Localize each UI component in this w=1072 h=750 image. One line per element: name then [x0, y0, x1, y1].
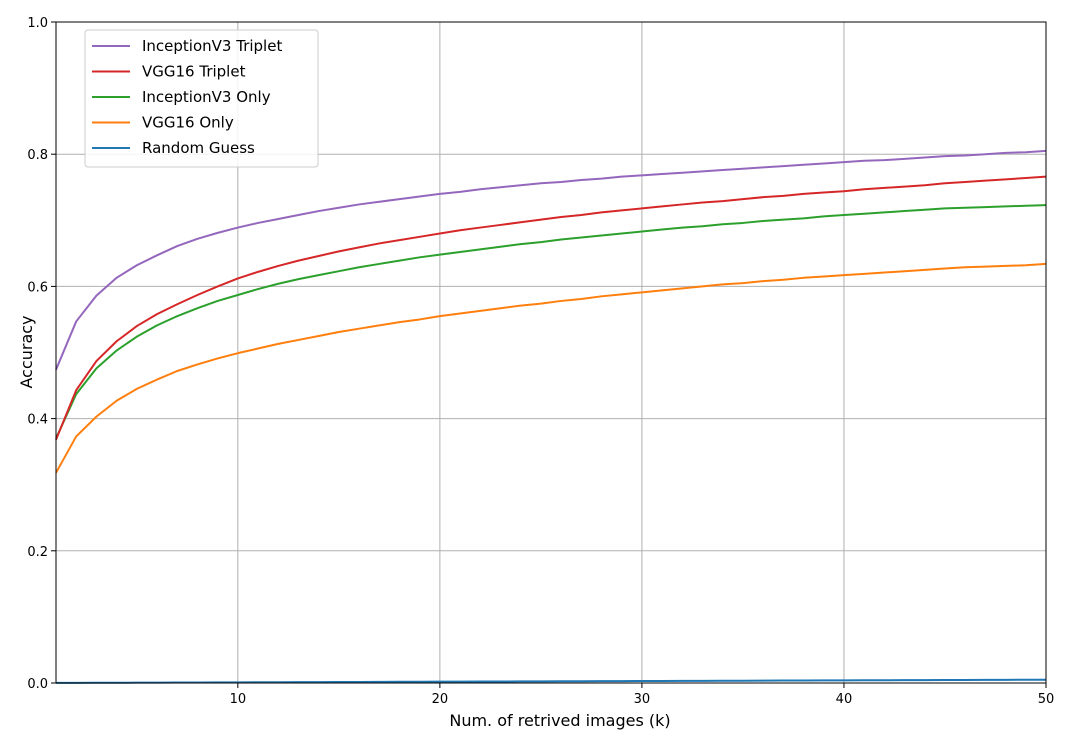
series-line-1: [55, 175, 1047, 441]
y-tick-label: 0.4: [27, 413, 48, 428]
series-lines: [55, 149, 1047, 684]
legend-label-3: VGG16 Only: [142, 114, 234, 132]
series-line-0: [55, 149, 1047, 371]
y-tick-label: 0.6: [27, 280, 48, 295]
x-tick-label: 40: [836, 692, 853, 707]
legend-label-2: InceptionV3 Only: [142, 88, 271, 106]
y-tick-label: 1.0: [27, 16, 48, 31]
x-tick-label: 30: [634, 692, 651, 707]
legend-label-1: VGG16 Triplet: [142, 63, 246, 81]
y-tick-label: 0.2: [27, 545, 48, 560]
plot-frame: [55, 21, 1047, 684]
series-line-2: [55, 204, 1047, 439]
x-axis-label: Num. of retrived images (k): [449, 711, 670, 730]
legend: InceptionV3 Triplet VGG16 Triplet Inceptio…: [84, 29, 319, 168]
series-line-3: [55, 262, 1047, 474]
legend-label-4: Random Guess: [142, 139, 255, 157]
legend-label-0: InceptionV3 Triplet: [142, 37, 282, 55]
y-tick-label: 0.8: [27, 148, 48, 163]
x-tick-label: 20: [432, 692, 449, 707]
x-tick-label: 50: [1038, 692, 1055, 707]
y-axis-label: Accuracy: [17, 315, 36, 388]
axis-ticks: 10 20 30 40 50 0.0 0.2 0.4 0.6 0.8 1.0: [27, 16, 1054, 707]
x-tick-label: 10: [230, 692, 247, 707]
y-tick-label: 0.0: [27, 677, 48, 692]
series-line-4: [55, 678, 1047, 684]
legend-box: [84, 29, 319, 168]
